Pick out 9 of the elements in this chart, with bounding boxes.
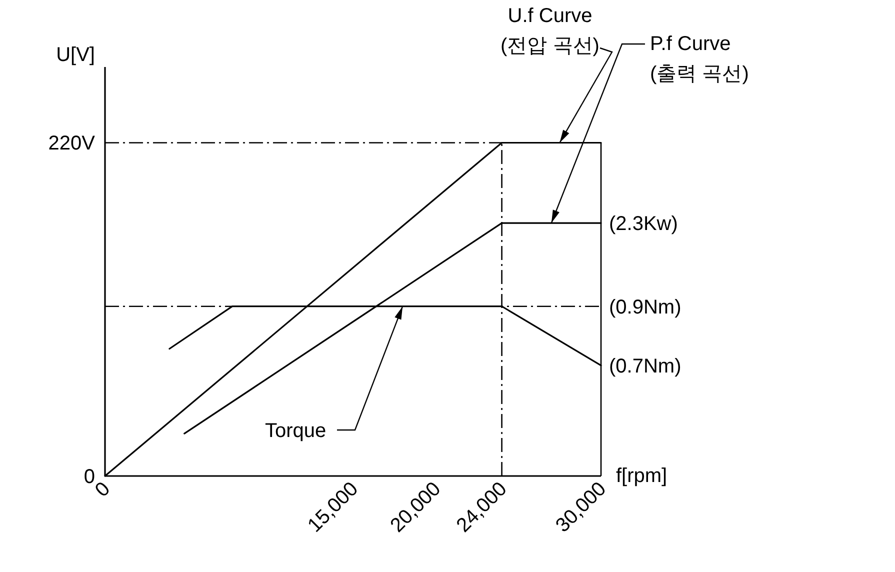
- y-axis-title: U[V]: [56, 44, 95, 66]
- x-axis-title: f[rpm]: [616, 465, 668, 487]
- annotation: (0.9Nm): [609, 296, 682, 318]
- annotation: P.f Curve (출력 곡선): [650, 33, 749, 85]
- annotation: U.f Curve (전압 곡선): [500, 5, 600, 57]
- y-tick-label: 220V: [48, 132, 96, 155]
- annotation: (2.3Kw): [609, 213, 678, 236]
- annotation: (0.7Nm): [609, 355, 682, 378]
- annotation: Torque: [265, 420, 326, 442]
